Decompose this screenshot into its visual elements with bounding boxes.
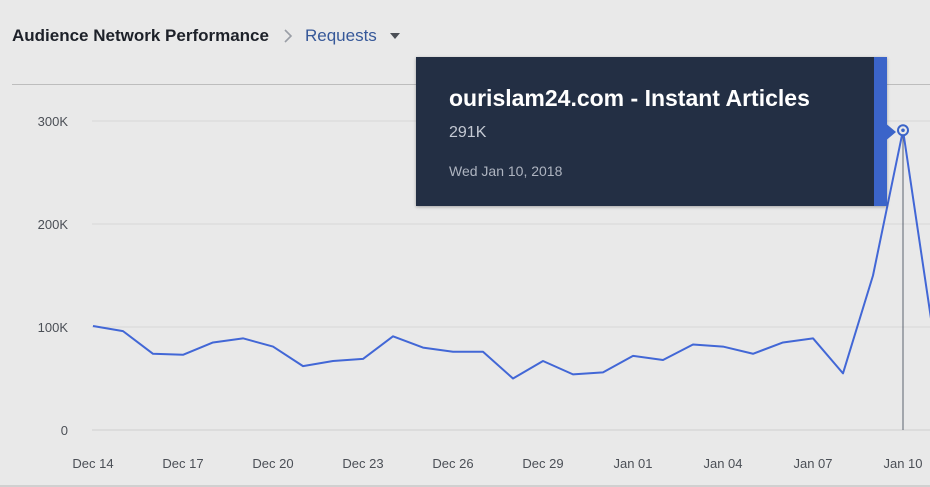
bottom-border [0,485,930,487]
page-title: Audience Network Performance [12,26,269,45]
x-tick-label: Jan 07 [793,456,832,471]
tooltip-value: 291K [449,124,487,141]
chevron-right-icon [281,29,295,43]
x-tick-label: Dec 20 [252,456,293,471]
data-tooltip: ourislam24.com - Instant Articles 291K W… [416,57,887,206]
metric-label[interactable]: Requests [304,26,377,45]
highlight-marker-dot [901,128,905,133]
caret-down-icon[interactable] [389,32,401,40]
x-tick-label: Dec 23 [342,456,383,471]
y-tick-label: 0 [61,423,68,438]
x-tick-label: Jan 04 [703,456,742,471]
x-tick-label: Jan 10 [883,456,922,471]
x-tick-label: Jan 01 [613,456,652,471]
x-tick-label: Dec 29 [522,456,563,471]
series-line [92,129,930,380]
tooltip-title: ourislam24.com - Instant Articles [449,85,810,111]
x-tick-label: Dec 14 [72,456,113,471]
y-tick-label: 300K [38,114,69,129]
tooltip-pointer [884,122,896,142]
y-tick-label: 100K [38,320,69,335]
x-tick-label: Dec 26 [432,456,473,471]
header: Audience Network Performance Requests [12,22,401,50]
tooltip-date: Wed Jan 10, 2018 [449,163,563,179]
metric-dropdown[interactable]: Requests [305,26,401,46]
y-tick-label: 200K [38,217,69,232]
x-tick-label: Dec 17 [162,456,203,471]
